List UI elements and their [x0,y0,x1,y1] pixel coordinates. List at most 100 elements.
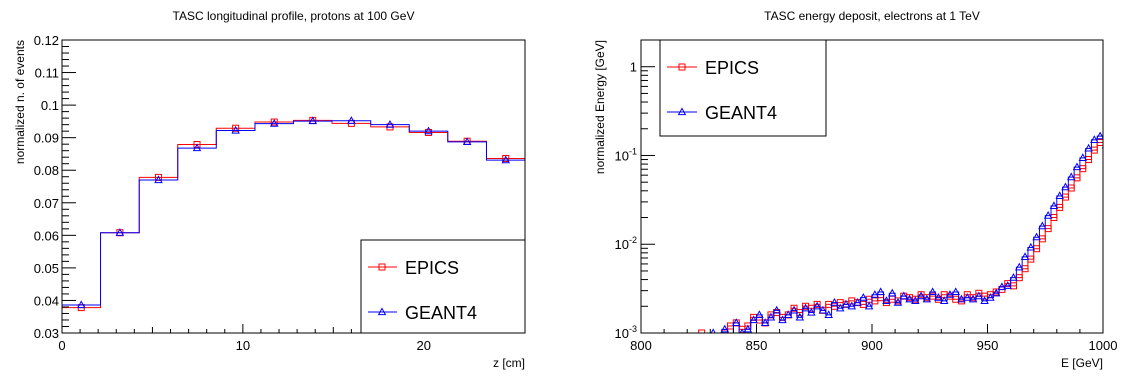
chart-2-point-geant4 [876,287,885,296]
chart-2: TASC energy deposit, electrons at 1 TeV 1… [593,9,1118,370]
chart-2-point-geant4 [928,287,937,296]
chart-2-point-geant4 [968,294,978,303]
chart-1-point-geant4 [192,143,202,152]
chart-2-xtick-label: 1000 [1089,338,1118,353]
chart-2-series-geant4 [641,131,1115,333]
chart-2-point-geant4 [951,287,960,296]
chart-2-ytick-base: 10 [615,237,629,252]
chart-1-ytick-label: 0.08 [34,163,59,178]
chart-1-legend-label: EPICS [405,258,459,278]
chart-2-point-geant4 [830,297,839,306]
chart-2-point-geant4 [870,290,880,298]
chart-2-point-geant4 [743,324,753,333]
chart-2-point-geant4 [864,301,874,310]
chart-1-series-line-geant4 [62,120,525,306]
chart-2-series-line-epics [641,136,1103,333]
chart-2-ytick-label: 10-2 [615,235,637,252]
chart-2-point-geant4 [980,296,989,304]
chart-2-point-geant4 [1078,153,1088,161]
chart-1-point-geant4 [77,300,86,309]
chart-2-xtick-label: 900 [861,338,883,353]
chart-2-point-geant4 [841,299,851,308]
chart-1-point-geant4 [347,116,356,124]
chart-1-ytick-label: 0.03 [34,326,59,341]
chart-2-point-geant4 [789,305,799,314]
chart-2-point-geant4 [1061,182,1070,191]
chart-2-point-epics [813,300,821,308]
chart-2-ytick-base: 10 [615,326,629,341]
chart-2-xtick-label: 800 [630,338,652,353]
chart-1-point-geant4 [154,175,163,184]
chart-2-point-geant4 [1009,273,1018,281]
chart-2-point-geant4 [1108,176,1115,182]
chart-2-point-geant4 [991,288,1001,297]
chart-2-legend-marker [678,63,686,71]
chart-2-point-geant4 [911,296,920,304]
chart-2-point-geant4 [1084,143,1093,152]
chart-2-legend-label: EPICS [705,58,759,78]
chart-2-point-geant4 [801,303,810,312]
chart-2-point-geant4 [974,291,984,300]
chart-2-ytick-exp: -2 [629,235,637,245]
chart-2-point-epics [1102,133,1103,141]
chart-2-point-geant4 [997,282,1007,291]
chart-2-point-geant4 [905,294,914,303]
chart-1-legend-marker [378,263,386,271]
chart-2-point-geant4 [986,293,995,301]
chart-1-ytick-label: 0.04 [34,293,59,308]
chart-2-point-geant4 [795,312,805,321]
chart-2-point-geant4 [1066,172,1076,181]
chart-1-legend-box [360,239,526,334]
chart-1-ytick-label: 0.12 [34,33,59,48]
chart-2-point-geant4 [899,291,909,300]
chart-2-ytick-label: 10-1 [615,146,637,163]
chart-1-legend-label: GEANT4 [405,303,477,323]
chart-2-ytick-exp: -1 [629,146,637,156]
chart-2-series-epics [641,133,1115,333]
chart-1-xlabel: z [cm] [493,356,525,370]
chart-2-point-geant4 [957,294,966,303]
chart-2-point-geant4 [916,291,926,300]
chart-1-ytick-label: 0.06 [34,228,59,243]
chart-1-ytick-label: 0.05 [34,261,59,276]
chart-2-point-epics [1109,136,1115,142]
chart-2-ytick-label: 1 [630,60,637,75]
chart-2-ytick-exp: -3 [629,324,637,334]
chart-1-ytick-label: 0.11 [35,66,59,81]
chart-2-point-geant4 [784,310,793,318]
chart-2-point-geant4 [772,305,781,314]
chart-2-ytick-base: 10 [615,148,629,163]
chart-2-point-geant4 [720,324,729,333]
chart-1-ytick-label: 0.07 [34,196,59,211]
chart-1-xtick-label: 0 [58,338,65,353]
chart-2-point-geant4 [922,294,932,303]
chart-1-point-geant4 [424,126,433,135]
chart-1-title: TASC longitudinal profile, protons at 10… [173,9,415,23]
chart-2-point-geant4 [939,296,949,304]
chart-2-point-geant4 [859,293,868,301]
chart-2-xtick-label: 950 [977,338,999,353]
chart-1-legend-marker [377,307,387,316]
chart-2-point-geant4 [853,297,862,306]
chart-2-legend-label: GEANT4 [705,103,777,123]
chart-1-ytick-label: 0.09 [34,131,59,146]
chart-2-point-geant4 [1090,135,1099,143]
chart-2-point-geant4 [1043,210,1053,219]
chart-1-xtick-label: 20 [416,338,430,353]
chart-1-point-geant4 [462,137,472,145]
chart-2-point-geant4 [1072,162,1082,171]
chart-1-point-geant4 [269,119,279,127]
chart-2-point-geant4 [1026,242,1036,251]
chart-2-point-geant4 [1003,281,1012,289]
chart-2-xlabel: E [GeV] [1061,356,1103,370]
chart-1-point-geant4 [308,116,318,125]
chart-2-point-geant4 [1020,252,1030,261]
chart-2-point-geant4 [732,318,741,326]
chart-2-point-geant4 [812,301,822,310]
chart-2-point-geant4 [766,312,776,321]
chart-2-xtick-label: 850 [746,338,768,353]
chart-2-ytick-label: 10-3 [615,324,637,341]
chart-2-point-geant4 [893,297,903,306]
chart-2-point-geant4 [1101,145,1103,149]
